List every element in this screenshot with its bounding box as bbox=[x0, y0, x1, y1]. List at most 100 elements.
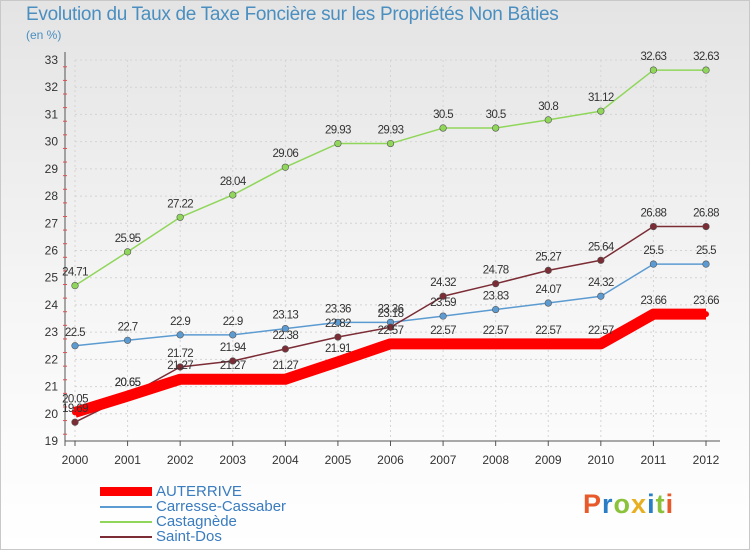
y-tick-label: 19 bbox=[45, 434, 59, 448]
data-point bbox=[229, 357, 237, 365]
y-tick-label: 25 bbox=[45, 271, 59, 285]
data-label: 30.8 bbox=[538, 101, 558, 113]
data-point bbox=[597, 107, 605, 115]
logo-letter: i bbox=[647, 489, 656, 519]
y-tick-label: 28 bbox=[45, 189, 59, 203]
y-tick-label: 30 bbox=[45, 135, 59, 149]
y-tick-label: 32 bbox=[45, 80, 59, 94]
legend-swatch bbox=[100, 487, 152, 496]
x-tick-label: 2002 bbox=[167, 453, 194, 467]
logo-letter: t bbox=[655, 489, 666, 519]
x-tick-label: 2003 bbox=[219, 453, 246, 467]
data-label: 22.57 bbox=[430, 325, 456, 337]
data-label: 22.57 bbox=[535, 325, 561, 337]
data-label: 20.65 bbox=[115, 377, 141, 389]
data-label: 22.57 bbox=[378, 325, 404, 337]
data-label: 25.64 bbox=[588, 241, 615, 253]
data-label: 23.36 bbox=[325, 303, 351, 315]
x-tick-label: 2001 bbox=[114, 453, 141, 467]
y-tick-label: 23 bbox=[45, 325, 59, 339]
y-tick-label: 24 bbox=[45, 298, 59, 312]
data-label: 21.91 bbox=[325, 343, 351, 355]
data-label: 29.93 bbox=[378, 125, 404, 137]
x-tick-label: 2006 bbox=[377, 453, 404, 467]
data-point bbox=[282, 376, 289, 383]
data-point bbox=[386, 323, 395, 331]
data-label: 22.38 bbox=[272, 330, 298, 342]
data-point bbox=[545, 340, 552, 347]
data-label: 30.5 bbox=[486, 109, 506, 121]
data-point bbox=[492, 280, 500, 288]
legend-swatch bbox=[100, 506, 152, 508]
legend-label: Carresse-Cassaber bbox=[156, 498, 287, 515]
data-point bbox=[492, 305, 500, 314]
data-label: 21.72 bbox=[167, 348, 193, 360]
data-label: 25.27 bbox=[535, 251, 561, 263]
x-tick-label: 2012 bbox=[693, 453, 720, 467]
data-point bbox=[649, 66, 658, 74]
data-label: 23.18 bbox=[378, 308, 404, 320]
data-label: 23.83 bbox=[483, 291, 509, 303]
x-tick-label: 2000 bbox=[62, 453, 89, 467]
data-label: 27.22 bbox=[167, 198, 193, 210]
grid bbox=[74, 59, 707, 442]
x-tick-label: 2011 bbox=[641, 453, 667, 467]
data-point bbox=[439, 312, 447, 320]
series bbox=[71, 66, 710, 426]
data-label: 23.36 bbox=[378, 303, 404, 315]
logo-letter: r bbox=[602, 489, 614, 519]
data-label: 21.27 bbox=[220, 360, 246, 372]
proxiti-logo: Proxiti bbox=[583, 489, 674, 520]
data-label: 22.57 bbox=[588, 325, 614, 337]
data-label: 23.13 bbox=[272, 310, 298, 322]
data-point bbox=[649, 260, 658, 268]
x-tick-label: 2004 bbox=[272, 453, 299, 467]
data-labels: 24.71 25.95 27.22 28.04 29.06 29.93 29.93 30.5 3… bbox=[62, 51, 720, 415]
data-point bbox=[492, 340, 499, 347]
data-point bbox=[71, 342, 79, 350]
data-point bbox=[176, 331, 184, 339]
legend-label: Saint-Dos bbox=[156, 528, 222, 545]
data-point bbox=[72, 409, 78, 416]
data-label: 22.5 bbox=[65, 327, 85, 339]
data-point bbox=[703, 311, 709, 318]
data-point bbox=[124, 393, 131, 400]
data-label: 22.9 bbox=[170, 316, 190, 328]
data-point bbox=[281, 345, 289, 353]
data-label: 21.94 bbox=[220, 342, 247, 354]
data-point bbox=[597, 292, 605, 300]
data-point bbox=[386, 139, 395, 148]
data-point bbox=[229, 191, 237, 199]
data-point bbox=[281, 163, 289, 171]
data-label: 25.95 bbox=[115, 233, 141, 245]
data-label: 21.27 bbox=[272, 360, 298, 372]
data-label: 20.65 bbox=[115, 377, 141, 389]
data-label: 23.59 bbox=[430, 297, 456, 309]
data-label: 24.07 bbox=[535, 284, 561, 296]
data-label: 23.66 bbox=[693, 295, 719, 307]
data-label: 19.69 bbox=[62, 403, 88, 415]
data-point bbox=[544, 266, 552, 274]
data-point bbox=[492, 124, 500, 132]
data-label: 22.7 bbox=[118, 321, 138, 333]
chart-subtitle: (en %) bbox=[26, 28, 62, 42]
data-label: 24.78 bbox=[483, 265, 509, 277]
y-tick-label: 27 bbox=[45, 216, 59, 230]
data-label: 26.88 bbox=[693, 208, 719, 220]
y-tick-label: 33 bbox=[45, 53, 59, 67]
data-label: 21.27 bbox=[167, 360, 193, 372]
data-point bbox=[334, 318, 342, 326]
legend-label: Castagnède bbox=[156, 513, 237, 530]
x-tick-label: 2007 bbox=[430, 453, 457, 467]
data-point bbox=[177, 376, 184, 383]
data-point bbox=[229, 376, 236, 383]
data-point bbox=[439, 292, 447, 300]
data-label: 29.06 bbox=[272, 148, 298, 160]
y-tick-label: 31 bbox=[45, 107, 59, 121]
data-point bbox=[702, 260, 710, 268]
data-point bbox=[123, 248, 132, 256]
data-label: 24.32 bbox=[588, 277, 614, 289]
x-tick-label: 2008 bbox=[482, 453, 509, 467]
data-point bbox=[334, 139, 342, 148]
legend-swatch bbox=[100, 521, 152, 523]
